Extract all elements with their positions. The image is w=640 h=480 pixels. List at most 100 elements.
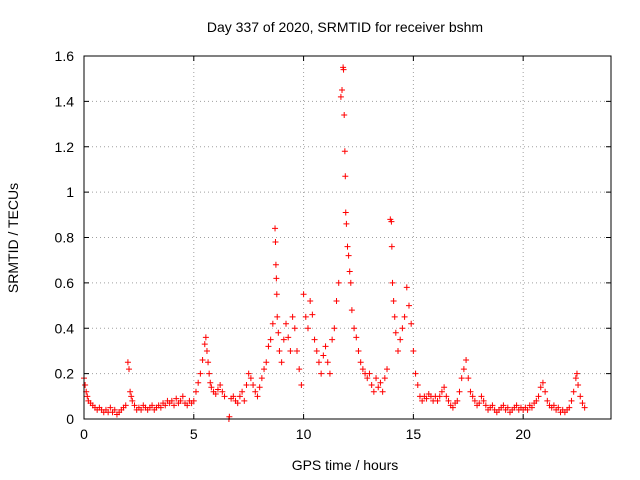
y-tick-label: 0.2 [55,366,75,382]
data-point [111,406,118,413]
data-point [261,366,268,373]
data-point [239,388,246,395]
data-point [443,393,450,400]
data-point [298,381,305,388]
tick-labels: 0 5 10 15 20 0 0.2 0.4 0.6 0.8 1 1.2 1.4 1.6 [55,48,532,442]
data-point [389,279,396,286]
data-point [331,325,338,332]
data-point [355,347,362,354]
data-point [205,359,212,366]
data-point [201,341,208,348]
data-point [570,388,577,395]
data-point [84,393,91,400]
data-point [241,397,248,404]
data-point [195,379,202,386]
data-point [250,381,257,388]
data-point [347,279,354,286]
data-point [388,243,395,250]
data-point [287,347,294,354]
data-point [192,388,199,395]
data-point [577,393,584,400]
data-point [458,375,465,382]
data-point [272,261,279,268]
data-point [460,366,467,373]
x-axis-label: GPS time / hours [292,457,399,473]
data-point [368,381,375,388]
data-point [434,397,441,404]
data-point [438,388,445,395]
data-point [273,291,280,298]
data-point [504,404,511,411]
data-point [544,397,551,404]
data-point [463,357,470,364]
data-point [252,388,259,395]
data-point [212,391,219,398]
data-point [469,393,476,400]
data-point [370,388,377,395]
data-point [320,352,327,359]
data-point [573,370,580,377]
data-point [307,298,314,305]
x-tick-label: 15 [406,426,422,442]
y-tick-label: 0 [66,411,74,427]
data-point [126,366,133,373]
data-point [329,336,336,343]
chart-title: Day 337 of 2020, SRMTID for receiver bsh… [207,19,483,35]
data-point [566,404,573,411]
data-point [219,388,226,395]
data-point [309,311,316,318]
data-point [300,291,307,298]
data-point [449,404,456,411]
data-point [258,375,265,382]
data-point [412,370,419,377]
data-point [179,393,186,400]
data-point [345,252,352,259]
data-point [275,329,282,336]
data-point [572,375,579,382]
data-point [478,393,485,400]
plot-frame [83,55,612,420]
data-point [313,347,320,354]
data-point [513,402,520,409]
y-tick-label: 0.8 [55,230,75,246]
data-point [335,279,342,286]
data-point [272,239,279,246]
data-point [190,397,197,404]
data-point [291,325,298,332]
data-point [408,320,415,327]
axis-ticks [83,55,611,420]
data-point [296,366,303,373]
data-point [122,402,129,409]
data-point [274,313,281,320]
data-point [199,357,206,364]
data-point [366,370,373,377]
data-point [341,111,348,118]
data-point [399,325,406,332]
data-point [445,397,452,404]
data-point [524,406,531,413]
data-point [273,275,280,282]
data-point [289,313,296,320]
data-point [217,381,224,388]
data-point [82,381,89,388]
data-point [500,402,507,409]
data-point [391,313,398,320]
y-tick-label: 1.2 [55,139,75,155]
data-point [364,375,371,382]
data-point [263,359,270,366]
data-point [168,397,175,404]
data-point [256,384,263,391]
data-point [414,381,421,388]
data-point [467,388,474,395]
data-point [476,400,483,407]
data-point [173,395,180,402]
data-point [254,393,261,400]
data-point [390,298,397,305]
data-point [341,148,348,155]
data-point [206,370,213,377]
data-point [351,325,358,332]
data-point [384,366,391,373]
x-tick-label: 5 [190,426,198,442]
data-point [230,393,237,400]
data-point [401,313,408,320]
